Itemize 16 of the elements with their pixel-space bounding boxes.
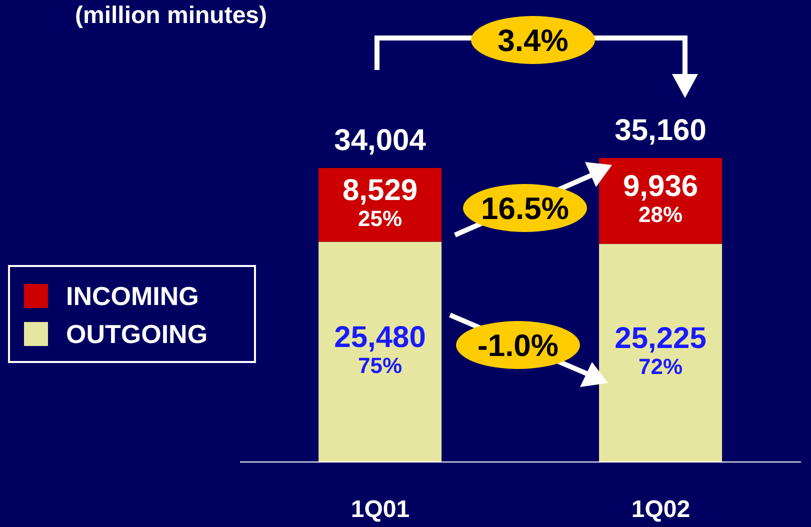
annotation: 35,160 [614, 114, 706, 148]
bar [318, 242, 442, 462]
text: 3.4% [498, 23, 568, 58]
chart-title: (million minutes) [75, 2, 267, 30]
x-tick-label: 1Q01 [350, 496, 410, 524]
legend-label: INCOMING [65, 280, 200, 312]
x-tick-label: 1Q02 [631, 496, 690, 524]
data-label: 8,529 25% [342, 174, 418, 231]
data-label: 9,936 28% [623, 170, 698, 227]
bar [599, 244, 722, 462]
annotation: 16.5% [481, 191, 569, 226]
data-label: 25,480 75% [334, 320, 426, 378]
legend-label: OUTGOING [65, 318, 209, 350]
data-label: 25,225 72% [614, 322, 706, 379]
annotation: -1.0% [478, 328, 558, 363]
annotation: 34,004 [334, 124, 426, 158]
